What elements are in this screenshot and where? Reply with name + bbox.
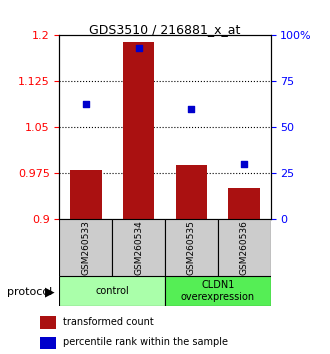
Point <box>242 161 247 167</box>
Bar <box>123 41 154 219</box>
Text: GDS3510 / 216881_x_at: GDS3510 / 216881_x_at <box>89 23 241 36</box>
Bar <box>59 219 112 276</box>
Bar <box>59 276 165 306</box>
Point <box>83 101 88 106</box>
Bar <box>165 276 271 306</box>
Bar <box>70 170 102 219</box>
Text: percentile rank within the sample: percentile rank within the sample <box>63 337 228 348</box>
Bar <box>112 219 165 276</box>
Bar <box>40 316 56 329</box>
Text: CLDN1
overexpression: CLDN1 overexpression <box>181 280 255 302</box>
Text: ▶: ▶ <box>45 286 54 298</box>
Point <box>189 106 194 112</box>
Text: GSM260535: GSM260535 <box>187 220 196 275</box>
Bar <box>176 165 207 219</box>
Text: control: control <box>95 286 129 296</box>
Bar <box>228 188 260 219</box>
Text: transformed count: transformed count <box>63 317 153 327</box>
Point <box>136 45 141 51</box>
Bar <box>218 219 271 276</box>
Text: GSM260536: GSM260536 <box>240 220 249 275</box>
Text: protocol: protocol <box>7 287 52 297</box>
Text: GSM260533: GSM260533 <box>81 220 90 275</box>
Text: GSM260534: GSM260534 <box>134 221 143 275</box>
Bar <box>40 337 56 349</box>
Bar <box>165 219 218 276</box>
